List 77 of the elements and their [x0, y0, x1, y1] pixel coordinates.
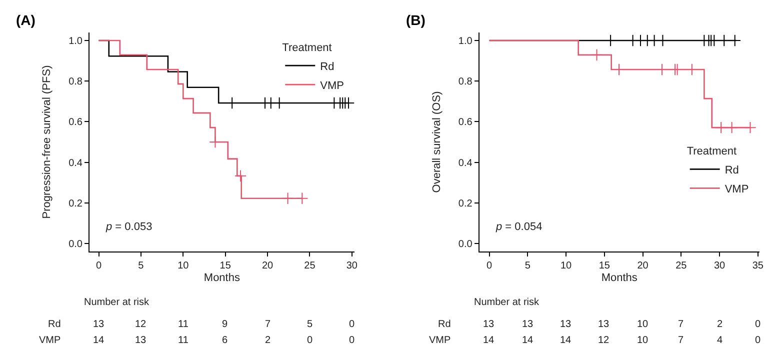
y-tick-label: 0.2 — [68, 198, 83, 210]
x-tick-label: 25 — [304, 260, 316, 272]
text: 11 — [178, 335, 189, 346]
text: 0 — [349, 319, 355, 330]
text: 10 — [637, 319, 649, 330]
x-tick-label: 10 — [560, 260, 572, 272]
y-tick-label: 0.0 — [458, 238, 473, 250]
y-tick-label: 0.6 — [68, 117, 83, 128]
text: 2 — [265, 335, 271, 346]
text: Number at risk — [84, 297, 150, 308]
text: VMP — [429, 335, 451, 346]
annotation: p = 0.054 — [495, 221, 542, 233]
text: 0 — [349, 335, 355, 346]
x-tick-label: 20 — [262, 260, 274, 272]
x-tick-label: 0 — [96, 260, 102, 272]
text: 14 — [522, 335, 534, 346]
x-tick-label: 25 — [676, 260, 688, 272]
x-tick-label: 30 — [346, 260, 358, 272]
x-tick-label: 30 — [714, 260, 726, 272]
y-tick-label: 0.4 — [458, 158, 473, 169]
text: 7 — [678, 335, 684, 346]
y-tick-label: 0.6 — [458, 117, 473, 128]
annotation: p = 0.053 — [105, 221, 152, 233]
text: 2 — [717, 319, 723, 330]
text: 13 — [135, 335, 147, 346]
y-tick-label: 1.0 — [68, 36, 83, 47]
text: 13 — [598, 319, 610, 330]
chart-title: (A) — [16, 12, 36, 28]
text: 14 — [93, 335, 105, 346]
text: Rd — [438, 319, 451, 330]
text: 14 — [483, 335, 495, 346]
legend-title: Treatment — [282, 42, 332, 54]
y-tick-label: 0.0 — [68, 238, 83, 250]
text: 12 — [598, 335, 610, 346]
text: 13 — [483, 319, 495, 330]
x-axis-title: Months — [204, 272, 240, 284]
y-tick-label: 0.8 — [68, 76, 83, 88]
text: 7 — [678, 319, 684, 330]
text: 9 — [222, 319, 228, 330]
legend-label: VMP — [320, 80, 344, 92]
text: Rd — [48, 319, 61, 330]
legend-label: VMP — [724, 183, 749, 196]
text: 5 — [307, 319, 313, 330]
x-tick-label: 15 — [598, 260, 610, 272]
x-axis-title: Months — [601, 272, 638, 284]
legend-label: Rd — [724, 164, 739, 176]
text: 7 — [265, 319, 271, 330]
legend-label: Rd — [320, 60, 334, 73]
x-tick-label: 0 — [486, 260, 493, 272]
text: 10 — [637, 335, 649, 346]
y-axis-title: Overall survival (OS) — [431, 91, 444, 193]
text: 0 — [755, 319, 761, 330]
y-tick-label: 0.8 — [458, 76, 473, 88]
y-tick-label: 1.0 — [458, 36, 473, 47]
text: 13 — [560, 319, 572, 330]
text: 13 — [522, 319, 534, 330]
x-tick-label: 15 — [220, 260, 232, 272]
text: 0 — [755, 335, 761, 346]
chart-title: (B) — [406, 12, 426, 28]
text: 0 — [307, 335, 313, 346]
x-tick-label: 5 — [138, 260, 144, 272]
x-tick-label: 5 — [524, 260, 531, 272]
text: VMP — [39, 335, 61, 346]
text: Number at risk — [474, 297, 540, 308]
text: 14 — [560, 335, 572, 346]
x-tick-label: 20 — [637, 260, 649, 272]
y-tick-label: 0.4 — [68, 158, 83, 169]
y-axis-title: Progression-free survival (PFS) — [41, 65, 54, 219]
y-tick-label: 0.2 — [458, 198, 473, 210]
text: 12 — [135, 319, 147, 330]
text: 6 — [222, 335, 228, 346]
legend-title: Treatment — [686, 146, 737, 158]
x-tick-label: 35 — [752, 260, 764, 272]
text: 4 — [717, 335, 723, 346]
text: 11 — [178, 319, 189, 330]
text: 13 — [93, 319, 105, 330]
x-tick-label: 10 — [178, 260, 190, 272]
